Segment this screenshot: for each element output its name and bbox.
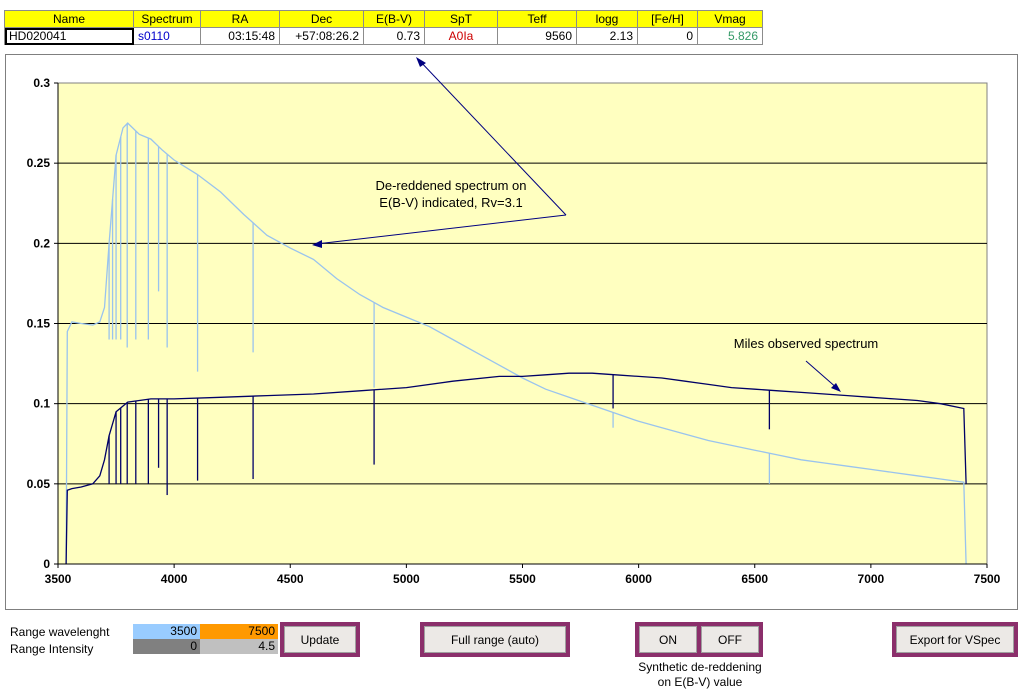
y-tick-label: 0.3 — [33, 76, 50, 90]
range-intensity-label: Range Intensity — [10, 642, 94, 656]
header-name: Name — [4, 10, 134, 28]
grid-lines — [58, 162, 987, 485]
y-tick-label: 0.2 — [33, 236, 50, 250]
export-vspec-button[interactable]: Export for VSpec — [896, 626, 1014, 653]
star-info-table: Name Spectrum RA Dec E(B-V) SpT Teff log… — [4, 10, 763, 45]
annotation-dereddened-line2: E(B-V) indicated, Rv=3.1 — [379, 195, 522, 210]
annotation-arrowhead-up — [416, 57, 426, 67]
y-tick-label: 0.15 — [27, 317, 51, 331]
series-layer — [65, 122, 967, 565]
spectrum-cell[interactable]: s0110 — [133, 27, 201, 45]
full-range-button[interactable]: Full range (auto) — [424, 626, 566, 653]
vmag-cell: 5.826 — [697, 27, 763, 45]
spt-cell: A0Ia — [424, 27, 498, 45]
spectrum-chart: 0 0.05 0.1 0.15 0.2 0.25 0.3 3500 4000 4500 5000 55… — [27, 57, 1001, 586]
dereddening-on-button[interactable]: ON — [639, 626, 697, 653]
x-tick-label: 5000 — [393, 572, 420, 586]
dereddening-off-button[interactable]: OFF — [701, 626, 759, 653]
intensity-min-field[interactable]: 0 — [133, 639, 200, 654]
x-tick-label: 3500 — [45, 572, 72, 586]
range-wavelength-label: Range wavelenght — [10, 625, 110, 639]
annotations: De-reddened spectrum on E(B-V) indicated… — [312, 57, 878, 392]
dec-cell: +57:08:26.2 — [279, 27, 364, 45]
series-1 — [65, 372, 967, 565]
y-tick-label: 0.1 — [33, 397, 50, 411]
export-button-frame: Export for VSpec — [892, 622, 1018, 657]
teff-cell: 9560 — [497, 27, 577, 45]
header-ebv: E(B-V) — [363, 10, 425, 28]
header-ra: RA — [200, 10, 280, 28]
feh-cell: 0 — [637, 27, 698, 45]
x-tick-label: 4000 — [161, 572, 188, 586]
ebv-cell: 0.73 — [363, 27, 425, 45]
x-tick-label: 4500 — [277, 572, 304, 586]
logg-cell: 2.13 — [576, 27, 638, 45]
star-table-value-row: HD020041 s0110 03:15:48 +57:08:26.2 0.73… — [4, 27, 763, 45]
annotation-arrow-left — [315, 214, 567, 245]
header-vmag: Vmag — [697, 10, 763, 28]
x-tick-label: 6500 — [741, 572, 768, 586]
dereddening-toggle-frame: ON OFF — [635, 622, 763, 657]
header-logg: logg — [576, 10, 638, 28]
synthetic-note-line1: Synthetic de-reddening — [638, 660, 762, 674]
x-tick-label: 6000 — [625, 572, 652, 586]
full-range-button-frame: Full range (auto) — [420, 622, 570, 657]
intensity-max-field[interactable]: 4.5 — [200, 639, 278, 654]
y-tick-label: 0 — [43, 557, 50, 571]
y-tick-label: 0.25 — [27, 156, 51, 170]
x-tick-label: 5500 — [509, 572, 536, 586]
header-teff: Teff — [497, 10, 577, 28]
annotation-arrow-up — [417, 58, 567, 216]
header-dec: Dec — [279, 10, 364, 28]
wavelength-max-field[interactable]: 7500 — [200, 624, 278, 639]
tick-labels: 0 0.05 0.1 0.15 0.2 0.25 0.3 3500 4000 4500 5000 55… — [27, 76, 1001, 586]
header-spectrum: Spectrum — [133, 10, 201, 28]
spectrum-chart-frame: 0 0.05 0.1 0.15 0.2 0.25 0.3 3500 4000 4500 5000 55… — [5, 54, 1018, 610]
update-button-frame: Update — [280, 622, 360, 657]
header-spt: SpT — [424, 10, 498, 28]
synthetic-dereddening-note: Synthetic de-reddening on E(B-V) value — [620, 660, 780, 690]
series-0 — [65, 122, 967, 565]
ra-cell: 03:15:48 — [200, 27, 280, 45]
series-line — [65, 122, 967, 565]
star-table-header-row: Name Spectrum RA Dec E(B-V) SpT Teff log… — [4, 10, 763, 28]
y-tick-label: 0.05 — [27, 477, 51, 491]
wavelength-min-field[interactable]: 3500 — [133, 624, 200, 639]
annotation-miles-observed: Miles observed spectrum — [734, 336, 879, 351]
annotation-arrowhead-miles — [831, 383, 841, 392]
annotation-dereddened-line1: De-reddened spectrum on — [375, 178, 526, 193]
annotation-arrow-miles — [805, 360, 839, 390]
range-inputs: 3500 7500 0 4.5 — [133, 624, 278, 654]
series-line — [65, 372, 967, 565]
update-button[interactable]: Update — [284, 626, 356, 653]
header-feh: [Fe/H] — [637, 10, 698, 28]
x-tick-label: 7000 — [858, 572, 885, 586]
x-tick-label: 7500 — [974, 572, 1001, 586]
star-name-cell[interactable]: HD020041 — [4, 27, 134, 45]
synthetic-note-line2: on E(B-V) value — [657, 675, 743, 689]
annotation-arrowhead-left — [312, 240, 322, 248]
